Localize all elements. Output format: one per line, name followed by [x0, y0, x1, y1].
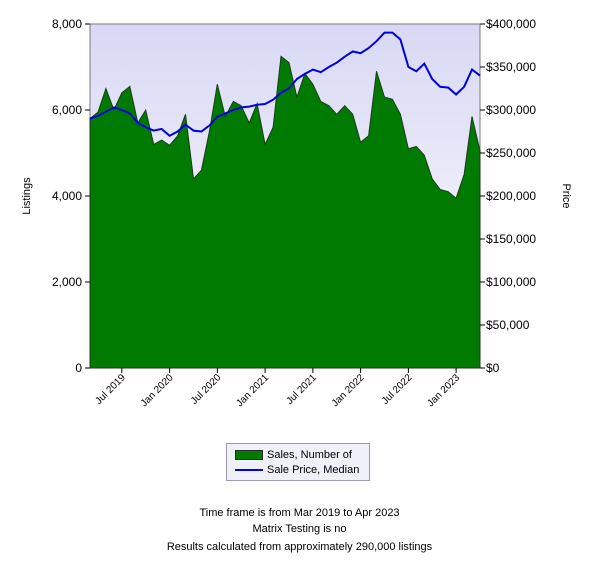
right-tick-label: $50,000 [486, 318, 530, 332]
price-swatch [235, 469, 263, 471]
x-tick-label: Jul 2019 [93, 372, 128, 407]
footer-results: Results calculated from approximately 29… [166, 541, 433, 553]
right-axis-ticks: $0 $50,000 $100,000 $150,000 $200,000 $250,00… [480, 17, 536, 375]
footer-matrix-testing: Matrix Testing is no [252, 523, 347, 535]
left-tick-label: 0 [75, 361, 82, 375]
sales-swatch [235, 450, 263, 460]
right-tick-label: $250,000 [486, 146, 536, 160]
x-tick-label: Jan 2020 [139, 372, 176, 409]
left-tick-label: 8,000 [52, 17, 82, 31]
x-axis-ticks: Jul 2019 Jan 2020 Jul 2020 Jan 2021 Jul 2021… [93, 368, 463, 409]
legend-item-sales: Sales, Number of [235, 448, 352, 462]
legend-item-price: Sale Price, Median [235, 463, 359, 477]
x-tick-label: Jan 2022 [330, 372, 367, 409]
legend: Sales, Number of Sale Price, Median [226, 443, 370, 481]
right-tick-label: $400,000 [486, 17, 536, 31]
legend-label-price: Sale Price, Median [267, 464, 360, 476]
x-tick-label: Jan 2021 [234, 372, 271, 409]
right-tick-label: $150,000 [486, 232, 536, 246]
left-axis-title: Listings [21, 177, 33, 215]
x-tick-label: Jul 2020 [189, 372, 224, 407]
left-tick-label: 4,000 [52, 189, 82, 203]
left-tick-label: 2,000 [52, 275, 82, 289]
x-tick-label: Jan 2023 [425, 372, 462, 409]
price-line-series [89, 31, 481, 138]
x-tick-label: Jul 2021 [284, 372, 319, 407]
right-tick-label: $350,000 [486, 60, 536, 74]
right-tick-label: $200,000 [486, 189, 536, 203]
sales-area-series [89, 55, 481, 369]
right-axis-title: Price [560, 183, 572, 208]
left-tick-label: 6,000 [52, 103, 82, 117]
legend-label-sales: Sales, Number of [267, 449, 352, 461]
right-tick-label: $300,000 [486, 103, 536, 117]
x-tick-label: Jul 2022 [380, 372, 415, 407]
footer-timeframe: Time frame is from Mar 2019 to Apr 2023 [199, 507, 400, 519]
right-tick-label: $0 [486, 361, 500, 375]
right-tick-label: $100,000 [486, 275, 536, 289]
left-axis-ticks: 0 2,000 4,000 6,000 8,000 [52, 17, 90, 375]
